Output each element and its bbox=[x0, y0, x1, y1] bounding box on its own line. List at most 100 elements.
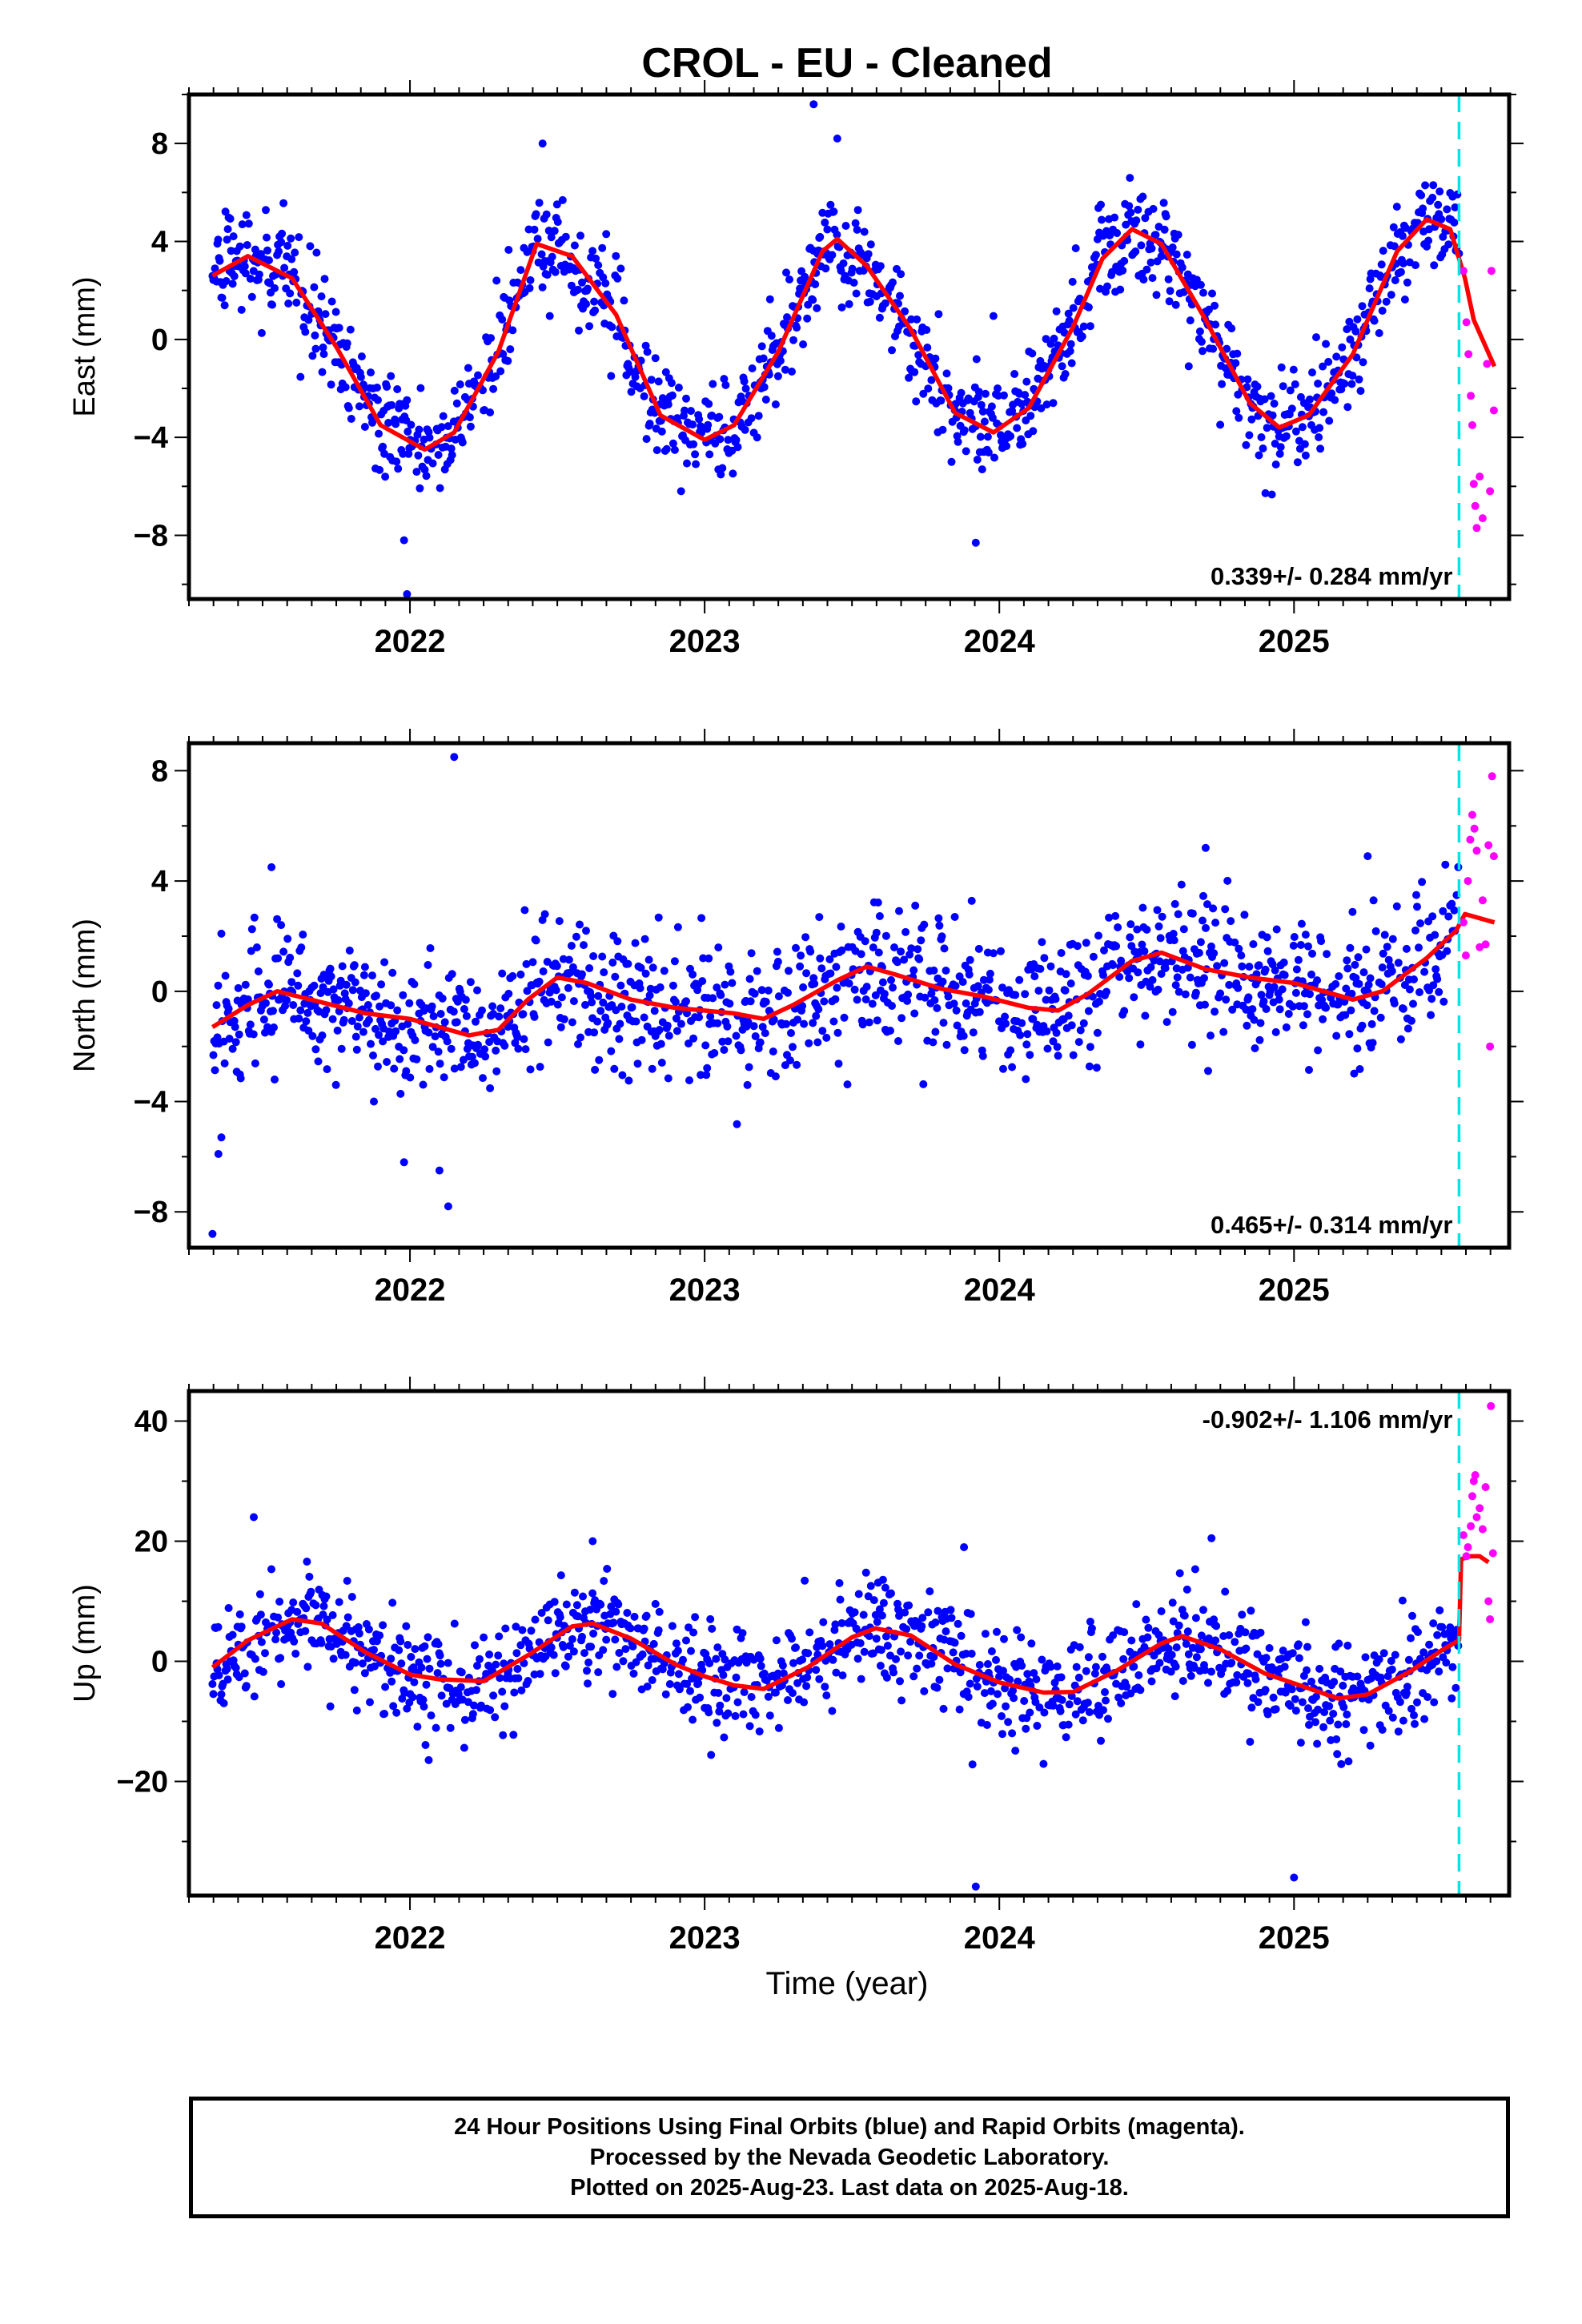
east-final-orbit-point bbox=[927, 376, 936, 384]
up-final-orbit-point bbox=[223, 1675, 232, 1684]
east-final-orbit-point bbox=[516, 266, 525, 275]
north-final-orbit-point bbox=[985, 975, 994, 984]
up-final-orbit-point bbox=[1191, 1614, 1200, 1622]
east-final-orbit-point bbox=[1324, 357, 1333, 366]
north-final-orbit-point bbox=[289, 1001, 298, 1009]
east-final-orbit-point bbox=[1347, 380, 1356, 388]
north-final-orbit-point bbox=[1303, 1010, 1311, 1019]
north-final-orbit-point bbox=[682, 997, 690, 1006]
east-final-orbit-point bbox=[1276, 443, 1285, 452]
up-final-orbit-point bbox=[648, 1676, 656, 1684]
east-final-orbit-point bbox=[642, 435, 651, 444]
up-final-orbit-point bbox=[395, 1646, 404, 1655]
north-final-orbit-point bbox=[1290, 933, 1299, 941]
up-final-orbit-point bbox=[1017, 1633, 1026, 1642]
east-final-orbit-point bbox=[544, 227, 553, 235]
north-final-orbit-point bbox=[1210, 949, 1219, 958]
north-final-orbit-point bbox=[1125, 974, 1134, 983]
east-final-orbit-point bbox=[1291, 427, 1300, 436]
up-final-orbit-point bbox=[240, 1669, 249, 1678]
east-final-orbit-point bbox=[486, 408, 495, 416]
north-final-orbit-point bbox=[911, 901, 920, 910]
east-final-orbit-point bbox=[851, 219, 860, 227]
north-final-orbit-point bbox=[1136, 1040, 1145, 1049]
north-final-orbit-point bbox=[1362, 945, 1371, 954]
up-final-orbit-point bbox=[364, 1625, 373, 1634]
up-final-orbit-point bbox=[600, 1577, 608, 1586]
east-final-orbit-point bbox=[1429, 181, 1438, 190]
north-final-orbit-point bbox=[974, 944, 983, 953]
up-final-orbit-point bbox=[341, 1651, 350, 1659]
north-final-orbit-point bbox=[1086, 1043, 1094, 1051]
north-final-orbit-point bbox=[1380, 931, 1389, 939]
east-final-orbit-point bbox=[1379, 247, 1387, 255]
east-final-orbit-point bbox=[1286, 386, 1295, 395]
north-final-orbit-point bbox=[594, 991, 603, 1000]
east-final-orbit-point bbox=[1375, 329, 1383, 337]
north-final-orbit-point bbox=[952, 1006, 961, 1015]
up-final-orbit-point bbox=[496, 1674, 504, 1683]
north-final-orbit-point bbox=[361, 989, 370, 998]
east-final-orbit-point bbox=[428, 459, 437, 468]
north-final-orbit-point bbox=[448, 970, 456, 979]
up-final-orbit-point bbox=[643, 1683, 652, 1691]
north-final-orbit-point bbox=[1297, 919, 1306, 928]
up-final-orbit-point bbox=[1175, 1569, 1184, 1578]
north-final-orbit-point bbox=[1280, 971, 1289, 979]
up-final-orbit-point bbox=[982, 1721, 991, 1729]
east-final-orbit-point bbox=[980, 417, 989, 426]
up-final-orbit-point bbox=[1320, 1708, 1329, 1716]
east-final-orbit-point bbox=[1184, 362, 1193, 371]
up-final-orbit-point bbox=[740, 1688, 749, 1696]
north-final-orbit-point bbox=[1083, 971, 1092, 980]
up-final-orbit-point bbox=[981, 1630, 990, 1638]
up-final-orbit-point bbox=[1387, 1665, 1396, 1674]
north-final-orbit-point bbox=[656, 983, 665, 991]
up-x-tick-label: 2022 bbox=[375, 1920, 446, 1956]
north-final-orbit-point bbox=[1377, 980, 1386, 988]
north-final-orbit-point bbox=[874, 948, 883, 957]
east-rapid-orbit-point bbox=[1471, 501, 1480, 510]
north-final-orbit-point bbox=[1358, 1021, 1367, 1030]
north-final-orbit-point bbox=[1249, 940, 1258, 948]
east-final-orbit-point bbox=[214, 235, 223, 244]
north-final-orbit-point bbox=[753, 967, 761, 975]
up-final-orbit-point bbox=[1305, 1720, 1313, 1729]
east-rapid-orbit-point bbox=[1472, 524, 1481, 533]
north-final-orbit-point bbox=[833, 1028, 842, 1037]
footer-line-dates: Plotted on 2025-Aug-23. Last data on 202… bbox=[570, 2175, 1129, 2201]
north-final-orbit-point bbox=[569, 997, 578, 1006]
east-final-orbit-point bbox=[416, 484, 424, 493]
up-final-orbit-point bbox=[1154, 1630, 1163, 1639]
north-final-orbit-point bbox=[532, 936, 540, 945]
east-final-orbit-point bbox=[721, 380, 730, 389]
east-final-orbit-point bbox=[211, 264, 219, 273]
north-final-orbit-point bbox=[613, 937, 622, 946]
east-final-orbit-point bbox=[1356, 387, 1365, 396]
east-final-orbit-point bbox=[392, 457, 401, 466]
north-final-orbit-point bbox=[1317, 937, 1326, 946]
up-final-orbit-point bbox=[347, 1593, 356, 1601]
north-final-orbit-point bbox=[555, 917, 564, 926]
north-final-orbit-point bbox=[1292, 965, 1301, 974]
north-final-orbit-point bbox=[930, 966, 938, 975]
east-final-orbit-point bbox=[1300, 440, 1309, 448]
east-final-orbit-point bbox=[984, 448, 993, 456]
up-final-orbit-point bbox=[679, 1655, 687, 1664]
north-final-orbit-point bbox=[1094, 931, 1102, 940]
up-final-orbit-point bbox=[642, 1611, 651, 1620]
up-final-orbit-point bbox=[259, 1667, 267, 1676]
up-final-orbit-point bbox=[1109, 1631, 1118, 1640]
east-final-orbit-point bbox=[1010, 370, 1019, 378]
up-final-orbit-point bbox=[434, 1640, 443, 1649]
east-final-orbit-point bbox=[1291, 380, 1299, 388]
up-final-orbit-point bbox=[1447, 1694, 1456, 1703]
up-final-orbit-point bbox=[1294, 1640, 1303, 1649]
north-x-tick-label: 2025 bbox=[1259, 1273, 1330, 1308]
north-final-orbit-point bbox=[878, 978, 887, 987]
up-final-orbit-point bbox=[360, 1669, 369, 1678]
north-final-orbit-point bbox=[631, 939, 640, 947]
north-final-orbit-point bbox=[339, 1015, 348, 1024]
north-final-orbit-point bbox=[1439, 997, 1448, 1006]
